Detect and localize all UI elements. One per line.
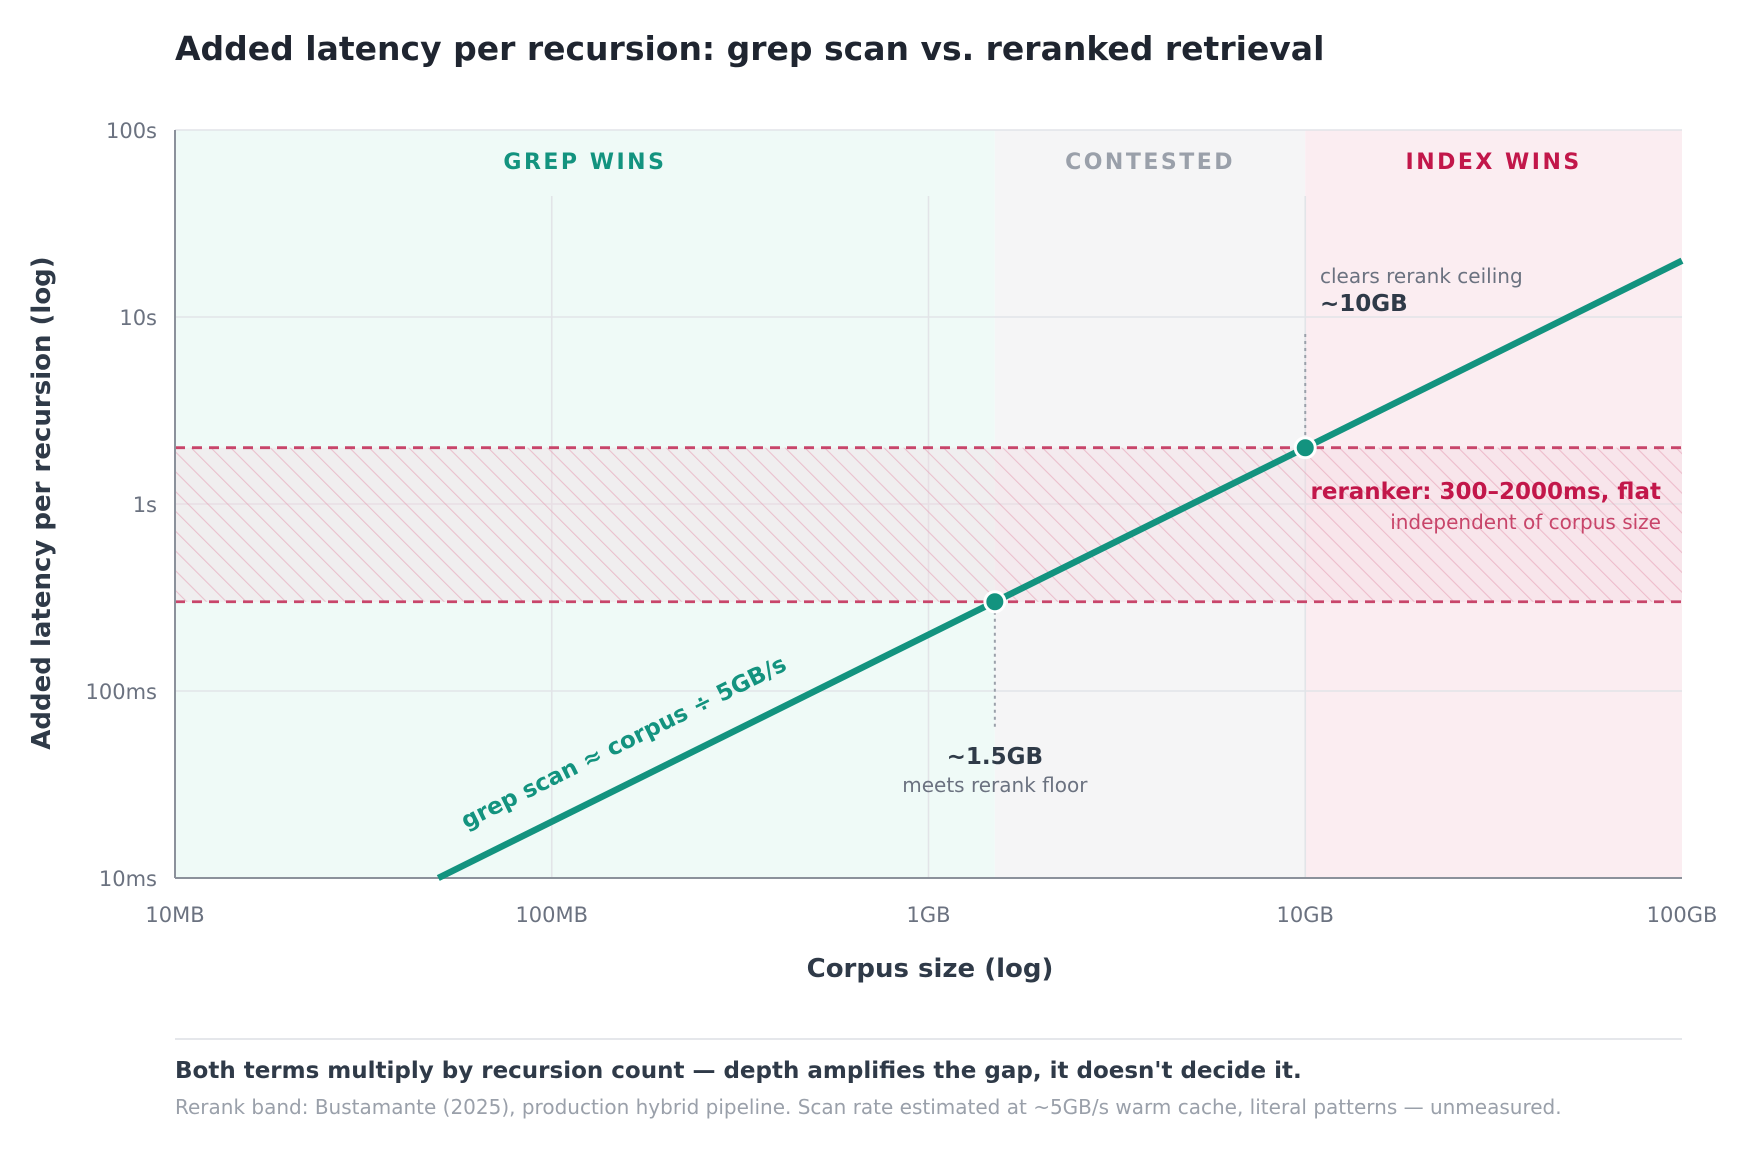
- chart-title: Added latency per recursion: grep scan v…: [175, 29, 1324, 68]
- x-tick-label-4: 100GB: [1647, 903, 1718, 927]
- axes: [174, 130, 1682, 879]
- x-tick-label-2: 1GB: [906, 903, 950, 927]
- crossover-2-sublabel: clears rerank ceiling: [1320, 264, 1523, 288]
- footer-note: Rerank band: Bustamante (2025), producti…: [175, 1095, 1562, 1119]
- y-tick-label-2: 1s: [133, 493, 157, 517]
- region-label-3: INDEX WINS: [1406, 150, 1582, 175]
- crossover-1-sublabel: meets rerank floor: [902, 773, 1088, 797]
- y-tick-label-0: 10ms: [99, 867, 157, 891]
- crossover-point-2: [1293, 436, 1317, 460]
- rerank-band-label: reranker: 300–2000ms, flat: [1311, 479, 1662, 505]
- x-tick-label-3: 10GB: [1277, 903, 1334, 927]
- crossover-point-1: [983, 590, 1007, 614]
- x-tick-label-0: 10MB: [145, 903, 204, 927]
- y-tick-label-3: 10s: [119, 306, 157, 330]
- rerank-band-hatch: [175, 447, 1682, 602]
- grep-scan-line: [436, 257, 1684, 881]
- y-axis-title: Added latency per recursion (log): [27, 256, 57, 749]
- footer-headline: Both terms multiply by recursion count —…: [175, 1058, 1302, 1084]
- x-tick-label-1: 100MB: [515, 903, 588, 927]
- crossover-1-label: ~1.5GB: [947, 744, 1043, 770]
- annotations: ~1.5GB meets rerank floor clears rerank ce…: [902, 264, 1522, 797]
- tick-labels: 10ms 100ms 1s 10s 100s 10MB 100MB 1GB 10GB 100GB: [86, 119, 1718, 927]
- region-label-1: GREP WINS: [503, 150, 666, 175]
- y-tick-label-1: 100ms: [86, 680, 157, 704]
- rerank-band-sublabel: independent of corpus size: [1390, 510, 1661, 534]
- crossover-2-label: ~10GB: [1320, 291, 1408, 317]
- region-label-2: CONTESTED: [1065, 150, 1235, 175]
- rerank-band: reranker: 300–2000ms, flat independent of…: [175, 446, 1682, 604]
- x-axis-title: Corpus size (log): [807, 954, 1054, 984]
- y-tick-label-4: 100s: [106, 119, 157, 143]
